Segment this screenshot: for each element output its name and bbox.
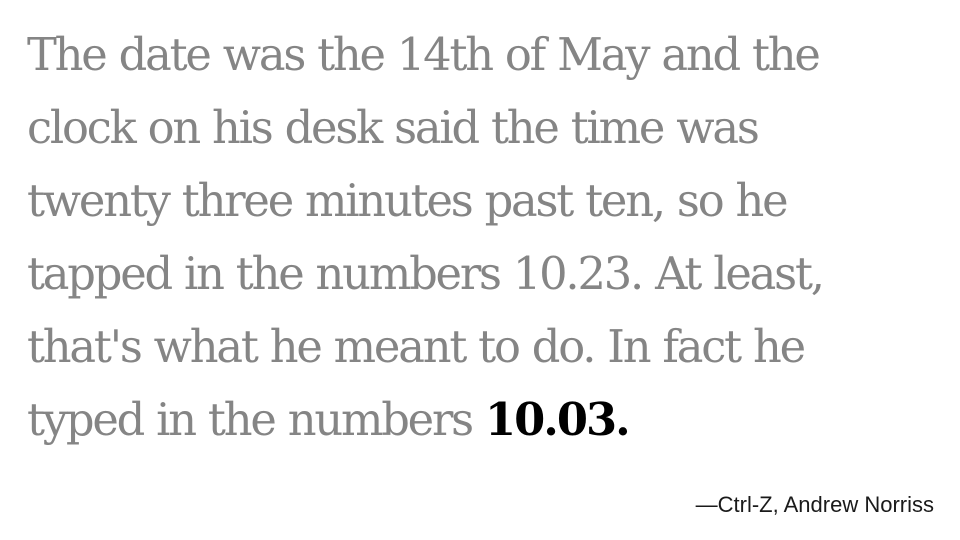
highlighted-number: 10.03. — [484, 393, 631, 446]
attribution: —Ctrl-Z, Andrew Norriss — [695, 492, 934, 517]
quote-line-2: clock on his desk said the time was — [27, 101, 760, 154]
quote-line-3: twenty three minutes past ten, so he — [27, 174, 789, 227]
quote-line-4: tapped in the numbers 10.23. At least, — [27, 247, 825, 300]
quote-line-6: typed in the numbers 10.03. — [27, 383, 932, 456]
quote-line-5: that's what he meant to do. In fact he — [27, 320, 806, 373]
quote-line-6-text: typed in the numbers — [27, 393, 485, 446]
quote-text: The date was the 14th of May and the clo… — [27, 18, 937, 456]
quote-line-1: The date was the 14th of May and the — [27, 28, 821, 81]
